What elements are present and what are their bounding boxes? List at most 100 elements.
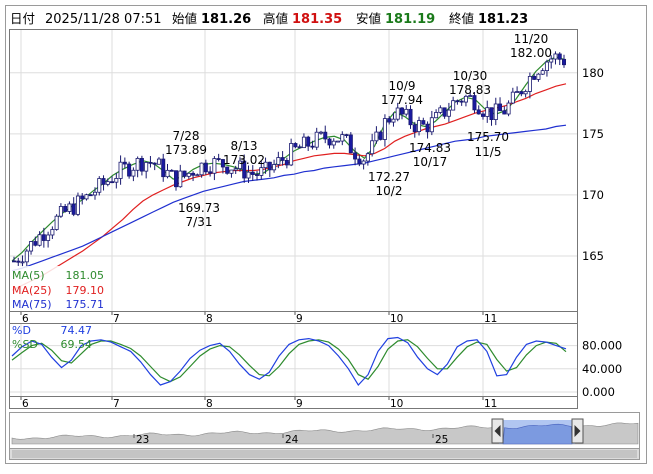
header-open-value: 181.26 <box>201 12 251 27</box>
navigator-scrollbar-thumb[interactable] <box>12 450 637 458</box>
header-close-label: 終値 <box>449 11 474 26</box>
candle-body <box>468 95 473 97</box>
candle-body <box>233 168 238 171</box>
candle-body <box>336 140 341 143</box>
candle-body <box>199 162 204 176</box>
candle-body <box>20 261 25 264</box>
candle-body <box>80 195 85 200</box>
candle-body <box>54 215 59 230</box>
candle-body <box>425 123 430 133</box>
date-tick-top: 9 <box>296 313 303 325</box>
stochastics-y-tick: 80.000 <box>582 339 622 353</box>
annotation-date: 7/31 <box>186 215 213 229</box>
annotation-price: 182.00 <box>510 46 552 60</box>
candle-body <box>353 152 358 160</box>
candle-body <box>438 107 443 113</box>
candle-body <box>105 181 110 185</box>
candle-body <box>67 203 72 212</box>
candle-body <box>365 153 370 162</box>
date-axis-top: 6 7 8 9 10 11 <box>9 311 578 325</box>
header-high-label: 高値 <box>263 11 288 26</box>
candle-body <box>293 143 298 148</box>
candle-body <box>515 91 520 93</box>
candle-body <box>348 134 353 154</box>
candle-body <box>289 143 294 166</box>
candle-body <box>395 107 400 120</box>
candle-body <box>186 172 191 177</box>
candle-body <box>502 110 507 115</box>
stochastics-panel: 0.000 40.000 80.000 %D 74.47 %SD 69.54 <box>9 323 622 399</box>
stochastics-legend: %D 74.47 %SD 69.54 <box>12 324 92 351</box>
candle-body <box>246 171 251 179</box>
navigator[interactable]: 23 24 25 <box>9 412 640 460</box>
candle-body <box>237 160 242 170</box>
candle-body <box>97 178 102 193</box>
candle-body <box>318 131 323 134</box>
candle-body <box>472 95 477 111</box>
candle-body <box>493 103 498 120</box>
annotation-price: 175.70 <box>467 130 509 144</box>
ma-legend: MA(5) 181.05 MA(25) 179.10 MA(75) 175.71 <box>10 266 106 311</box>
candle-body <box>259 167 264 176</box>
ma25-label: MA(25) <box>12 284 52 297</box>
header-date-value: 2025/11/28 07:51 <box>45 12 162 27</box>
candle-body <box>480 113 485 117</box>
stochastics-plot-area <box>9 323 578 397</box>
candlesticks <box>11 51 567 268</box>
date-tick-bottom: 7 <box>113 398 120 410</box>
candle-body <box>562 58 567 66</box>
stochastics-y-tick: 0.000 <box>582 385 615 399</box>
candle-body <box>161 158 166 178</box>
navigator-tick: 24 <box>285 434 299 446</box>
candle-body <box>540 70 545 75</box>
psd-value: 69.54 <box>61 338 93 351</box>
header: 日付 2025/11/28 07:51 始値 181.26 高値 181.35 … <box>10 11 528 27</box>
annotation-date: 11/5 <box>475 145 502 159</box>
candle-body <box>510 91 515 104</box>
candle-body <box>203 162 208 173</box>
ma25-value: 179.10 <box>66 284 105 297</box>
candle-body <box>549 58 554 63</box>
candle-body <box>272 164 277 171</box>
candle-body <box>370 140 375 155</box>
header-low-label: 安値 <box>356 11 381 26</box>
pd-value: 74.47 <box>61 324 93 337</box>
candle-body <box>93 191 98 196</box>
candle-body <box>263 161 268 169</box>
candle-body <box>408 108 413 126</box>
ma-line-2 <box>11 124 567 272</box>
navigator-right-handle[interactable] <box>571 418 584 444</box>
candle-body <box>267 161 272 171</box>
candle-body <box>131 169 136 177</box>
candle-body <box>391 118 396 123</box>
candle-body <box>165 169 170 178</box>
navigator-tick: 25 <box>435 434 448 446</box>
candle-body <box>37 234 42 246</box>
date-tick-top: 7 <box>113 313 120 325</box>
price-y-tick: 175 <box>582 127 604 141</box>
annotation-date: 8/13 <box>231 139 258 153</box>
annotation-price: 177.94 <box>381 93 423 107</box>
navigator-left-handle[interactable] <box>491 418 504 444</box>
candle-body <box>489 107 494 120</box>
candle-body <box>314 131 319 148</box>
candle-body <box>71 203 76 215</box>
candle-body <box>139 158 144 172</box>
date-tick-bottom: 8 <box>206 398 213 410</box>
stochastics-y-tick: 40.000 <box>582 362 622 376</box>
candle-body <box>88 194 93 197</box>
ma75-label: MA(75) <box>12 298 52 311</box>
candle-body <box>41 234 46 241</box>
candle-body <box>434 112 439 119</box>
candle-body <box>11 260 16 263</box>
candle-body <box>404 108 409 115</box>
chevron-left-icon <box>494 425 501 437</box>
candle-body <box>536 73 541 80</box>
candle-body <box>220 159 225 168</box>
candle-body <box>58 206 63 217</box>
price-y-tick: 180 <box>582 66 604 80</box>
candle-body <box>557 53 562 60</box>
candle-body <box>374 131 379 142</box>
stochastics-lines <box>11 336 567 386</box>
